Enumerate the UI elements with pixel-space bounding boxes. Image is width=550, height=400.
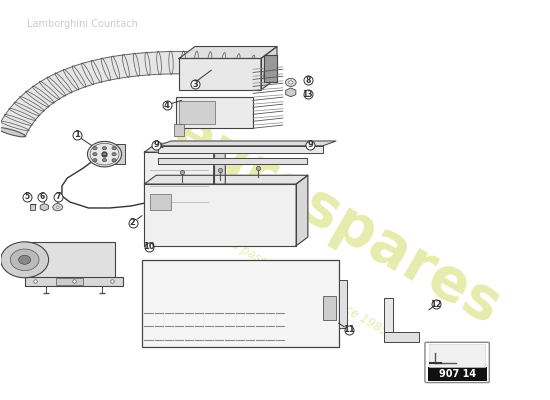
Text: 4: 4 (164, 101, 170, 110)
Circle shape (93, 158, 97, 162)
Text: 8: 8 (305, 76, 311, 85)
FancyBboxPatch shape (179, 101, 215, 124)
FancyBboxPatch shape (174, 124, 184, 136)
Text: 1: 1 (74, 130, 80, 139)
Text: 13: 13 (302, 90, 313, 99)
Text: 5: 5 (25, 192, 30, 201)
Circle shape (87, 142, 122, 167)
FancyBboxPatch shape (30, 204, 35, 210)
Circle shape (1, 242, 48, 278)
Circle shape (19, 255, 31, 264)
Polygon shape (213, 143, 226, 214)
FancyBboxPatch shape (150, 194, 171, 210)
Text: 9: 9 (153, 140, 159, 150)
FancyBboxPatch shape (25, 277, 123, 286)
Circle shape (289, 81, 293, 84)
Circle shape (112, 158, 116, 162)
Text: 907 14: 907 14 (438, 369, 476, 379)
Circle shape (102, 158, 107, 162)
Text: eurospares: eurospares (162, 103, 510, 337)
Circle shape (285, 78, 296, 86)
Polygon shape (145, 152, 213, 214)
Polygon shape (158, 146, 323, 153)
Circle shape (93, 146, 97, 150)
Text: Lamborghini Countach: Lamborghini Countach (28, 19, 138, 29)
Circle shape (56, 206, 59, 208)
Text: 2: 2 (130, 218, 136, 227)
Circle shape (53, 204, 63, 211)
Text: 7: 7 (56, 192, 61, 201)
FancyBboxPatch shape (264, 54, 278, 82)
FancyBboxPatch shape (56, 278, 84, 285)
Text: 9: 9 (307, 140, 314, 150)
Polygon shape (296, 175, 308, 246)
FancyBboxPatch shape (384, 332, 419, 342)
FancyBboxPatch shape (339, 280, 346, 328)
Circle shape (102, 146, 107, 150)
FancyBboxPatch shape (384, 298, 393, 342)
Polygon shape (158, 141, 336, 146)
FancyBboxPatch shape (25, 242, 115, 278)
Polygon shape (145, 143, 226, 152)
Text: 6: 6 (40, 192, 45, 201)
FancyBboxPatch shape (177, 97, 253, 128)
Text: 12: 12 (430, 300, 442, 309)
Polygon shape (0, 52, 269, 136)
Polygon shape (261, 46, 277, 90)
Text: 11: 11 (343, 325, 355, 334)
FancyBboxPatch shape (109, 144, 125, 164)
Circle shape (93, 152, 97, 156)
Text: 3: 3 (192, 80, 198, 89)
FancyBboxPatch shape (179, 58, 261, 90)
Polygon shape (158, 158, 307, 164)
FancyBboxPatch shape (429, 344, 485, 366)
FancyBboxPatch shape (142, 260, 339, 348)
Circle shape (112, 152, 116, 156)
Polygon shape (179, 46, 277, 58)
FancyBboxPatch shape (425, 342, 490, 382)
Circle shape (102, 152, 107, 156)
Text: a passion for parts since 1985: a passion for parts since 1985 (229, 238, 390, 338)
FancyBboxPatch shape (427, 367, 487, 380)
FancyBboxPatch shape (323, 296, 336, 320)
Circle shape (10, 249, 39, 270)
FancyBboxPatch shape (145, 184, 296, 246)
Text: 10: 10 (143, 242, 155, 251)
Polygon shape (145, 175, 308, 184)
Circle shape (112, 146, 116, 150)
Ellipse shape (0, 128, 25, 137)
